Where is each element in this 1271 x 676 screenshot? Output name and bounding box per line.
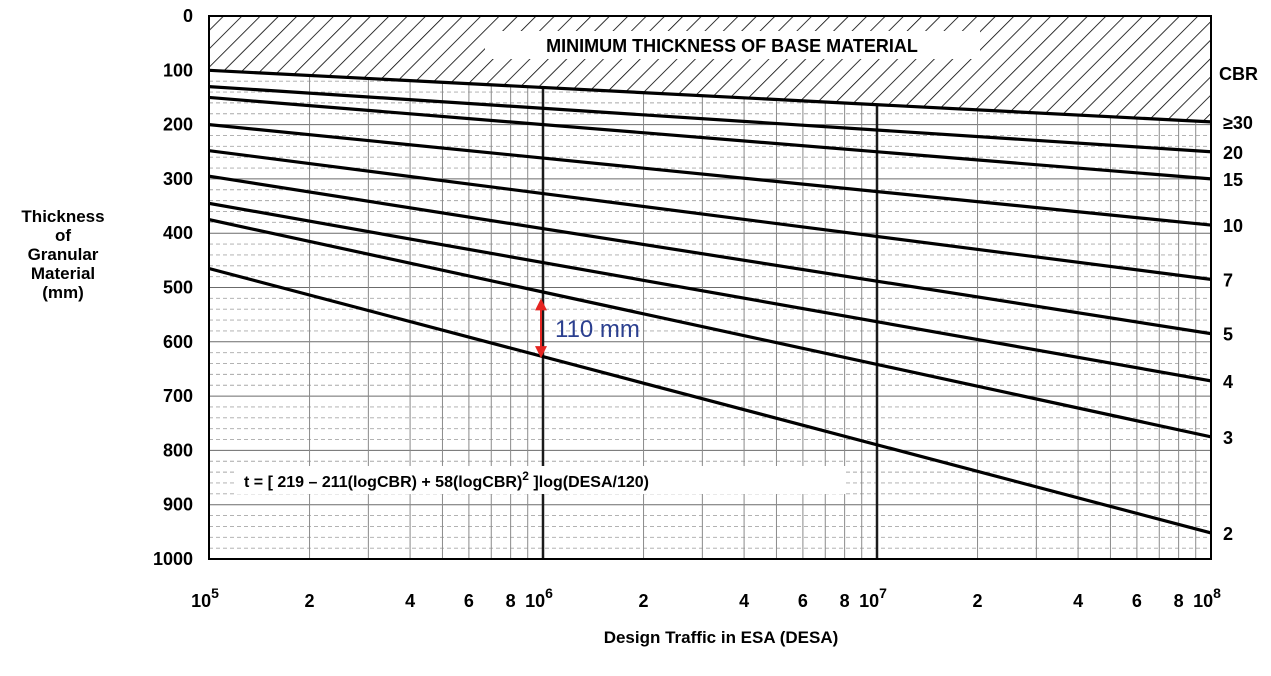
x-tick-base: 4 <box>1073 591 1083 611</box>
y-tick-label: 300 <box>163 169 193 189</box>
cbr-label: 15 <box>1223 170 1243 190</box>
x-tick-label: 4 <box>1073 591 1083 611</box>
formula-exponent: 2 <box>522 469 529 483</box>
x-tick-label: 8 <box>1174 591 1184 611</box>
x-tick-base: 6 <box>798 591 808 611</box>
formula-box <box>236 466 846 494</box>
x-tick-label: 6 <box>464 591 474 611</box>
chart-title: MINIMUM THICKNESS OF BASE MATERIAL <box>485 31 980 59</box>
x-tick-label: 107 <box>859 585 887 611</box>
x-tick-exponent: 7 <box>879 585 887 601</box>
y-tick-label: 100 <box>163 60 193 80</box>
cbr-labels: ≥30 20 15 10 7 5 4 3 2 <box>1223 113 1253 544</box>
y-axis-title-line-1: Thickness <box>21 207 104 226</box>
x-tick-base: 10 <box>525 591 545 611</box>
y-tick-label: 1000 <box>153 549 193 569</box>
chart-title-box <box>485 31 980 59</box>
x-tick-base: 2 <box>973 591 983 611</box>
x-tick-exponent: 8 <box>1213 585 1221 601</box>
x-tick-label: 4 <box>405 591 415 611</box>
cbr-label: ≥30 <box>1223 113 1253 133</box>
chart-title-text: MINIMUM THICKNESS OF BASE MATERIAL <box>546 36 918 56</box>
x-tick-label: 8 <box>840 591 850 611</box>
x-tick-exponent: 6 <box>545 585 553 601</box>
x-axis-title: Design Traffic in ESA (DESA) <box>604 628 839 647</box>
cbr-curve <box>209 123 1211 227</box>
cbr-label: 20 <box>1223 143 1243 163</box>
x-tick-base: 8 <box>1174 591 1184 611</box>
formula-main: t = [ 219 – 211(logCBR) + 58(logCBR) <box>244 474 522 491</box>
x-tick-label: 2 <box>305 591 315 611</box>
cbr-label: 10 <box>1223 216 1243 236</box>
x-tick-label: 6 <box>1132 591 1142 611</box>
plot-frame <box>208 15 1212 560</box>
thickness-annotation: 110 mm <box>535 298 640 359</box>
annotation-arrow-down-icon <box>535 346 547 359</box>
annotation-label: 110 mm <box>555 316 640 343</box>
cbr-curve <box>209 95 1211 181</box>
y-axis-title-line-3: Granular <box>28 245 99 264</box>
cbr-curve <box>209 84 1211 154</box>
x-tick-base: 2 <box>639 591 649 611</box>
y-axis-title-line-4: Material <box>31 264 95 283</box>
cbr-curve <box>209 149 1211 281</box>
cbr-curve <box>209 201 1211 383</box>
cbr-curves <box>209 68 1211 535</box>
y-tick-label: 0 <box>183 6 193 26</box>
annotation-arrow-up-icon <box>535 298 547 311</box>
x-tick-label: 8 <box>506 591 516 611</box>
cbr-curve <box>209 266 1211 535</box>
x-tick-label: 108 <box>1193 585 1221 611</box>
x-tick-label: 2 <box>973 591 983 611</box>
y-tick-label: 600 <box>163 332 193 352</box>
x-tick-base: 6 <box>464 591 474 611</box>
y-tick-label: 800 <box>163 440 193 460</box>
x-tick-base: 8 <box>506 591 516 611</box>
y-tick-label: 400 <box>163 223 193 243</box>
x-tick-label: 106 <box>525 585 553 611</box>
cbr-header: CBR <box>1219 64 1258 84</box>
x-tick-base: 2 <box>305 591 315 611</box>
x-tick-base: 6 <box>1132 591 1142 611</box>
y-axis-title-line-2: of <box>55 226 71 245</box>
formula-text: t = [ 219 – 211(logCBR) + 58(logCBR)2 ]l… <box>244 469 649 491</box>
x-tick-label: 2 <box>639 591 649 611</box>
x-tick-base: 4 <box>739 591 749 611</box>
cbr-label: 2 <box>1223 524 1233 544</box>
cbr-label: 5 <box>1223 325 1233 345</box>
x-tick-base: 4 <box>405 591 415 611</box>
y-tick-label: 500 <box>163 278 193 298</box>
cbr-label: 4 <box>1223 372 1233 392</box>
x-tick-base: 8 <box>840 591 850 611</box>
formula: t = [ 219 – 211(logCBR) + 58(logCBR)2 ]l… <box>236 466 846 494</box>
x-tick-label: 4 <box>739 591 749 611</box>
x-tick-base: 10 <box>859 591 879 611</box>
cbr-curve <box>209 174 1211 336</box>
x-tick-base: 10 <box>191 591 211 611</box>
y-tick-label: 900 <box>163 495 193 515</box>
cbr-curve <box>209 68 1211 124</box>
formula-tail: ]log(DESA/120) <box>529 474 649 491</box>
y-tick-label: 700 <box>163 386 193 406</box>
cbr-curve <box>209 218 1211 439</box>
x-tick-label: 105 <box>191 585 219 611</box>
cbr-label: 7 <box>1223 270 1233 290</box>
x-tick-exponent: 5 <box>211 585 219 601</box>
y-tick-labels: 0 100 200 300 400 500 600 700 800 900 1000 <box>153 6 193 569</box>
y-tick-label: 200 <box>163 115 193 135</box>
x-tick-base: 10 <box>1193 591 1213 611</box>
x-tick-label: 6 <box>798 591 808 611</box>
y-axis-title-line-5: (mm) <box>42 283 84 302</box>
cbr-label: 3 <box>1223 428 1233 448</box>
y-axis-title: Thickness of Granular Material (mm) <box>21 207 104 302</box>
x-tick-labels: 105 2 4 6 8 106 2 4 6 8 107 2 4 6 8 108 <box>191 585 1221 611</box>
